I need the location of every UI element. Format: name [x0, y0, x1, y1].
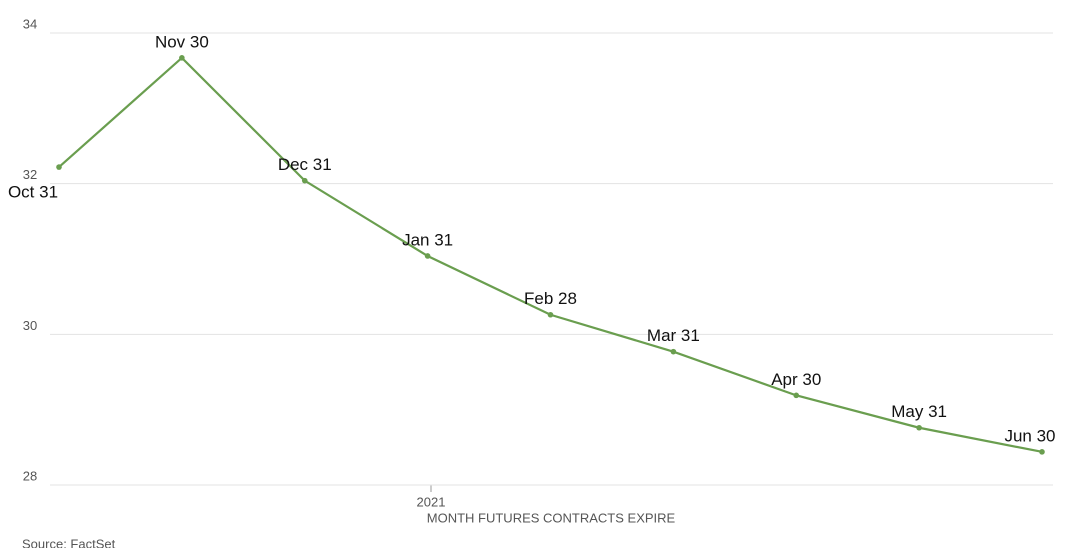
source: Source: FactSet [22, 536, 116, 548]
x-tick-label: 2021 [417, 494, 446, 509]
point [1039, 449, 1045, 455]
point [56, 164, 62, 170]
series-line [58, 56, 1043, 453]
point-label: Apr 30 [771, 370, 821, 389]
point-label: Mar 31 [647, 326, 700, 345]
point-label: Nov 30 [155, 32, 209, 51]
point [424, 253, 431, 259]
y-tick-label: 28 [23, 468, 37, 483]
point-label: Jan 31 [402, 230, 453, 249]
x-axis-label: MONTH FUTURES CONTRACTS EXPIRE [427, 510, 676, 525]
point [670, 348, 677, 355]
point-label: Oct 31 [8, 183, 58, 202]
point [179, 55, 185, 61]
point [547, 311, 554, 318]
point [916, 424, 922, 431]
point [301, 177, 308, 184]
point-label: May 31 [891, 402, 947, 421]
point-label: Jun 30 [1004, 426, 1055, 445]
y-tick-label: 30 [23, 318, 37, 333]
point [793, 392, 800, 399]
point-label: Dec 31 [278, 155, 332, 174]
point-label: Feb 28 [524, 289, 577, 308]
y-tick-label: 34 [23, 16, 37, 31]
y-tick-label: 32 [23, 167, 37, 182]
